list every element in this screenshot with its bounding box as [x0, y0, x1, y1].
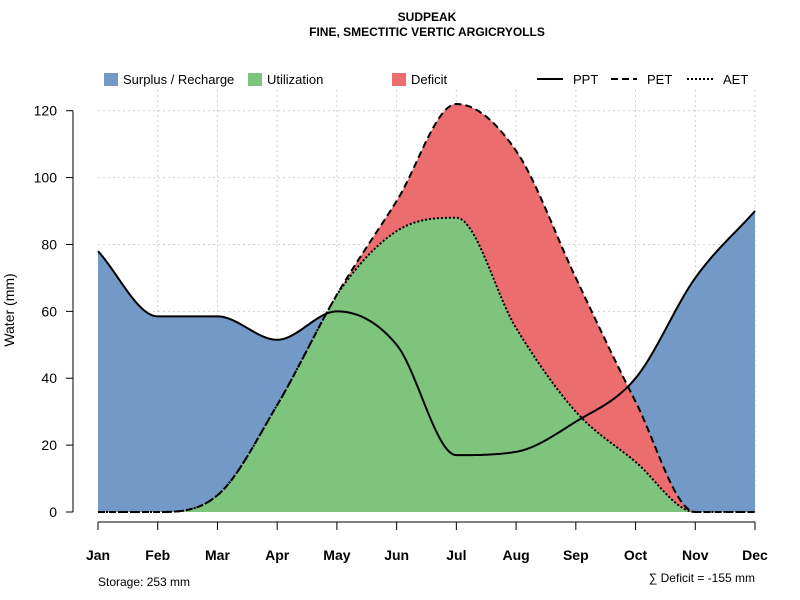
- legend-swatch-utilization: [248, 73, 262, 86]
- series-lines: [97, 103, 756, 513]
- aet-line: [98, 216, 755, 513]
- y-axis-title: Water (mm): [1, 273, 17, 346]
- pet-line: [98, 103, 755, 513]
- x-tick-label-dec: Dec: [742, 547, 768, 563]
- deficit-area: [98, 104, 755, 512]
- x-tick-label-mar: Mar: [205, 547, 230, 563]
- y-tick-label: 120: [34, 103, 58, 119]
- y-tick-label: 80: [41, 236, 57, 252]
- storage-note: Storage: 253 mm: [98, 575, 190, 589]
- x-tick-label-jan: Jan: [86, 547, 110, 563]
- x-tick-label-sep: Sep: [563, 547, 589, 563]
- legend-swatch-deficit: [392, 73, 406, 86]
- area-layers: [98, 104, 755, 513]
- axes: 0 20 40 60 80 100 120 Jan Feb Mar Apr May Jun Jul Aug S…: [34, 103, 768, 563]
- y-tick-label: 0: [49, 504, 57, 520]
- x-tick-label-jul: Jul: [446, 547, 466, 563]
- legend-label-deficit: Deficit: [411, 72, 448, 87]
- y-tick-label: 100: [34, 170, 58, 186]
- legend: Surplus / Recharge Utilization Deficit PPT P…: [104, 72, 748, 87]
- legend-label-pet: PET: [647, 72, 672, 87]
- x-tick-label-feb: Feb: [145, 547, 170, 563]
- x-tick-label-apr: Apr: [265, 547, 290, 563]
- y-tick-label: 60: [41, 303, 57, 319]
- legend-label-surplus-recharge: Surplus / Recharge: [123, 72, 234, 87]
- x-tick-label-aug: Aug: [502, 547, 529, 563]
- legend-swatch-surplus-recharge: [104, 73, 118, 86]
- utilization-area: [98, 217, 755, 513]
- y-tick-label: 20: [41, 437, 57, 453]
- ppt-line: [97, 210, 756, 457]
- x-tick-label-may: May: [323, 547, 350, 563]
- x-tick-label-jun: Jun: [384, 547, 409, 563]
- y-tick-label: 40: [41, 370, 57, 386]
- x-tick-label-nov: Nov: [682, 547, 709, 563]
- legend-label-aet: AET: [723, 72, 748, 87]
- legend-label-ppt: PPT: [573, 72, 598, 87]
- chart-subtitle: FINE, SMECTITIC VERTIC ARGICRYOLLS: [309, 25, 545, 39]
- chart-title: SUDPEAK: [398, 10, 457, 24]
- deficit-note: ∑ Deficit = -155 mm: [649, 571, 755, 585]
- x-tick-label-oct: Oct: [624, 547, 648, 563]
- legend-label-utilization: Utilization: [267, 72, 323, 87]
